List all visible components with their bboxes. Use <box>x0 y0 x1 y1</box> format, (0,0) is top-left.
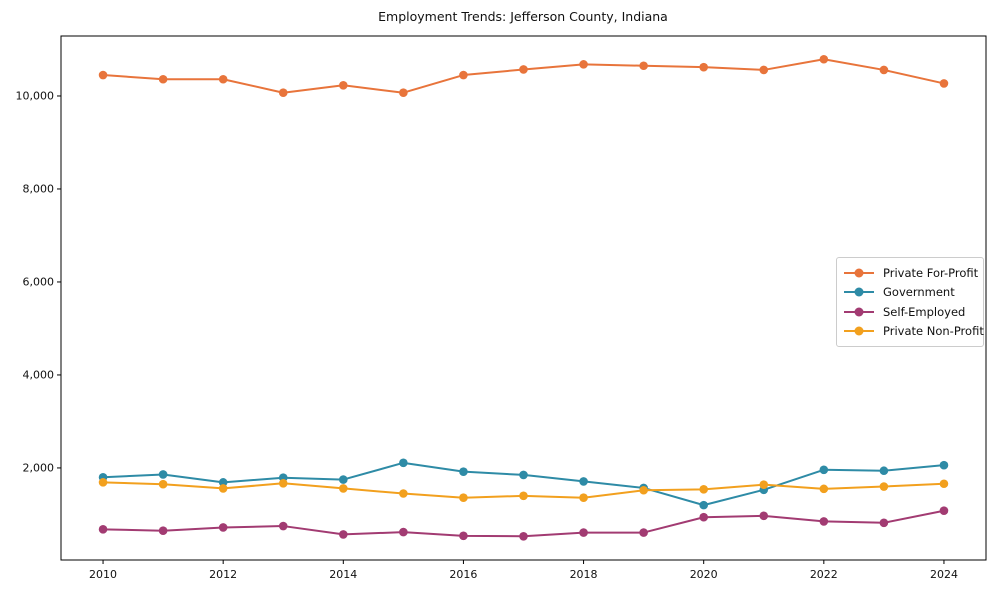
data-point <box>879 466 889 476</box>
legend-item: Government <box>844 283 977 303</box>
data-point <box>459 531 468 541</box>
legend-line-dot-marker <box>844 268 874 278</box>
x-tick-label: 2012 <box>209 568 237 581</box>
data-point <box>819 517 829 526</box>
data-point <box>759 65 769 75</box>
data-point <box>158 470 168 479</box>
legend-line-dot-marker <box>844 326 874 336</box>
data-point <box>879 482 889 491</box>
data-point <box>98 70 108 80</box>
data-point <box>98 478 108 487</box>
legend-line-dot-marker <box>844 307 874 317</box>
data-point <box>939 479 949 489</box>
data-point <box>579 477 588 486</box>
x-tick-label: 2020 <box>690 568 718 581</box>
y-tick-label: 4,000 <box>23 369 55 382</box>
x-tick-label: 2018 <box>570 568 598 581</box>
x-tick-label: 2022 <box>810 568 838 581</box>
data-point <box>819 465 829 475</box>
data-point <box>278 478 288 488</box>
data-point <box>519 470 528 480</box>
data-point <box>459 467 468 476</box>
data-point <box>218 484 228 493</box>
data-point <box>519 491 528 501</box>
data-point <box>639 61 648 71</box>
data-point <box>399 489 408 498</box>
data-point <box>939 79 949 88</box>
legend-line-dot-marker <box>844 287 874 297</box>
data-point <box>158 479 168 489</box>
data-point <box>218 74 228 84</box>
legend-label: Private Non-Profit <box>883 324 984 339</box>
data-point <box>278 88 288 98</box>
data-point <box>699 512 708 522</box>
x-tick-label: 2024 <box>930 568 958 581</box>
data-point <box>819 54 829 64</box>
data-point <box>879 65 889 75</box>
legend-item: Private For-Profit <box>844 263 979 283</box>
plot-frame <box>60 35 987 561</box>
data-point <box>759 511 769 521</box>
data-point <box>339 80 348 90</box>
legend-item: Self-Employed <box>844 302 977 322</box>
data-point <box>459 493 468 502</box>
x-tick-label: 2010 <box>89 568 117 581</box>
data-point <box>579 60 588 69</box>
y-tick-label: 8,000 <box>23 183 55 196</box>
data-point <box>939 506 949 516</box>
data-point <box>218 523 228 532</box>
y-tick-label: 2,000 <box>23 462 55 475</box>
legend-label: Private For-Profit <box>883 265 979 280</box>
y-tick-label: 10,000 <box>16 90 55 103</box>
data-point <box>639 485 648 495</box>
data-point <box>879 518 889 528</box>
data-point <box>519 531 528 541</box>
data-point <box>819 484 829 494</box>
data-point <box>519 65 528 74</box>
data-point <box>579 528 588 537</box>
data-point <box>339 475 348 484</box>
data-point <box>98 525 108 534</box>
data-point <box>939 460 949 470</box>
data-point <box>699 485 708 494</box>
chart-title: Employment Trends: Jefferson County, Ind… <box>378 9 668 24</box>
data-point <box>339 530 348 539</box>
data-point <box>579 493 588 502</box>
data-point <box>278 521 288 531</box>
data-point <box>399 88 408 98</box>
legend-item: Private Non-Profit <box>844 322 984 342</box>
data-point <box>158 74 168 84</box>
y-tick-label: 6,000 <box>23 276 55 289</box>
series-line-0 <box>102 58 945 94</box>
data-point <box>699 62 708 72</box>
legend-label: Self-Employed <box>883 304 966 319</box>
legend-label: Government <box>883 285 955 300</box>
data-point <box>339 484 348 493</box>
legend-box: Private For-Profit Government Self-Employe… <box>836 257 984 347</box>
data-point <box>218 478 228 487</box>
x-tick-label: 2016 <box>449 568 477 581</box>
data-point <box>399 458 408 468</box>
data-point <box>399 527 408 537</box>
data-point <box>699 500 708 510</box>
data-point <box>459 70 468 80</box>
data-point <box>158 526 168 536</box>
x-tick-label: 2014 <box>329 568 357 581</box>
data-point <box>639 528 648 537</box>
data-point <box>759 480 769 489</box>
